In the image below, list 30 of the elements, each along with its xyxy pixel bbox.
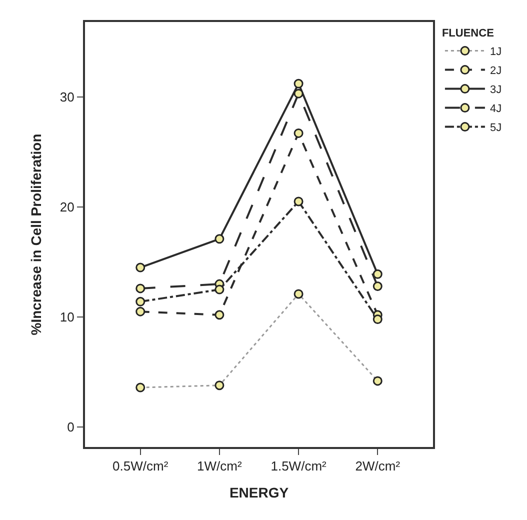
point — [136, 306, 146, 316]
point — [294, 78, 304, 88]
legend-label: 2J — [490, 65, 502, 78]
point — [372, 282, 382, 291]
point — [294, 196, 304, 206]
point — [136, 284, 146, 294]
legend-label: 5J — [490, 122, 502, 134]
y-tick-label: 0 — [67, 420, 74, 435]
x-tick-label: 1.5W/cm² — [270, 458, 328, 474]
legend-label: 3J — [490, 84, 502, 96]
x-axis-title: ENERGY — [229, 484, 290, 500]
y-tick-label: 10 — [60, 310, 74, 325]
legend-label: 4J — [490, 103, 502, 116]
x-tick-label: 0.5W/cm² — [112, 458, 169, 474]
point — [136, 296, 146, 306]
point — [372, 269, 382, 279]
point — [294, 128, 304, 138]
point — [214, 234, 224, 244]
x-tick-label: 2W/cm² — [355, 458, 401, 474]
y-axis-title: %Increase in Cell Proliferation — [28, 134, 44, 336]
y-tick-label: 20 — [60, 200, 74, 215]
y-tick-label: 30 — [60, 89, 74, 104]
point — [214, 310, 224, 320]
x-tick-label: 1W/cm² — [197, 458, 242, 474]
point — [136, 262, 146, 272]
point — [294, 88, 304, 98]
legend-label: 1J — [490, 46, 502, 58]
legend-title: FLUENCE — [442, 27, 494, 40]
point — [372, 314, 382, 324]
point — [214, 284, 224, 294]
